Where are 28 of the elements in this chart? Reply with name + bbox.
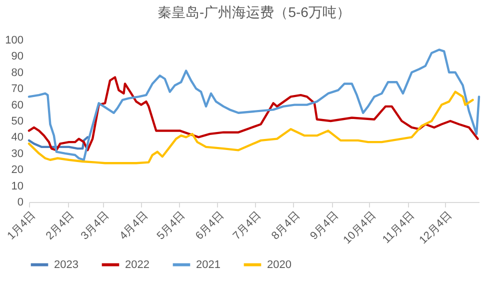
x-tick-label: 11月4日 [380, 210, 417, 246]
x-tick-label: 9月4日 [308, 210, 341, 242]
x-tick-label: 6月4日 [194, 210, 226, 242]
y-tick-label: 80 [11, 66, 24, 79]
x-tick-label: 8月4日 [270, 210, 302, 242]
legend-label: 2021 [196, 258, 220, 271]
x-tick-label: 7月4日 [230, 210, 264, 242]
x-tick-label: 1月4日 [5, 210, 38, 242]
y-tick-label: 100 [5, 34, 24, 46]
x-tick-label: 4月4日 [117, 210, 150, 242]
y-tick-label: 10 [11, 180, 24, 192]
chart-title: 秦皇岛-广州海运费（5-6万吨） [158, 4, 350, 20]
y-tick-label: 60 [11, 99, 24, 112]
legend-label: 2023 [54, 258, 78, 271]
x-tick-label: 10月4日 [341, 210, 378, 247]
y-tick-label: 70 [11, 83, 24, 96]
x-tick-label: 5月4日 [154, 210, 188, 242]
legend-label: 2022 [125, 258, 150, 271]
y-tick-label: 50 [11, 116, 24, 128]
x-tick-label: 3月4日 [78, 210, 112, 242]
x-tick-label: 12月4日 [417, 210, 454, 247]
y-tick-label: 40 [11, 132, 24, 144]
x-tick-label: 2月4日 [44, 210, 77, 242]
y-tick-label: 0 [17, 196, 24, 208]
y-tick-label: 20 [11, 164, 24, 176]
y-tick-label: 30 [11, 148, 24, 160]
y-tick-label: 90 [11, 50, 24, 63]
legend-label: 2020 [267, 258, 292, 271]
